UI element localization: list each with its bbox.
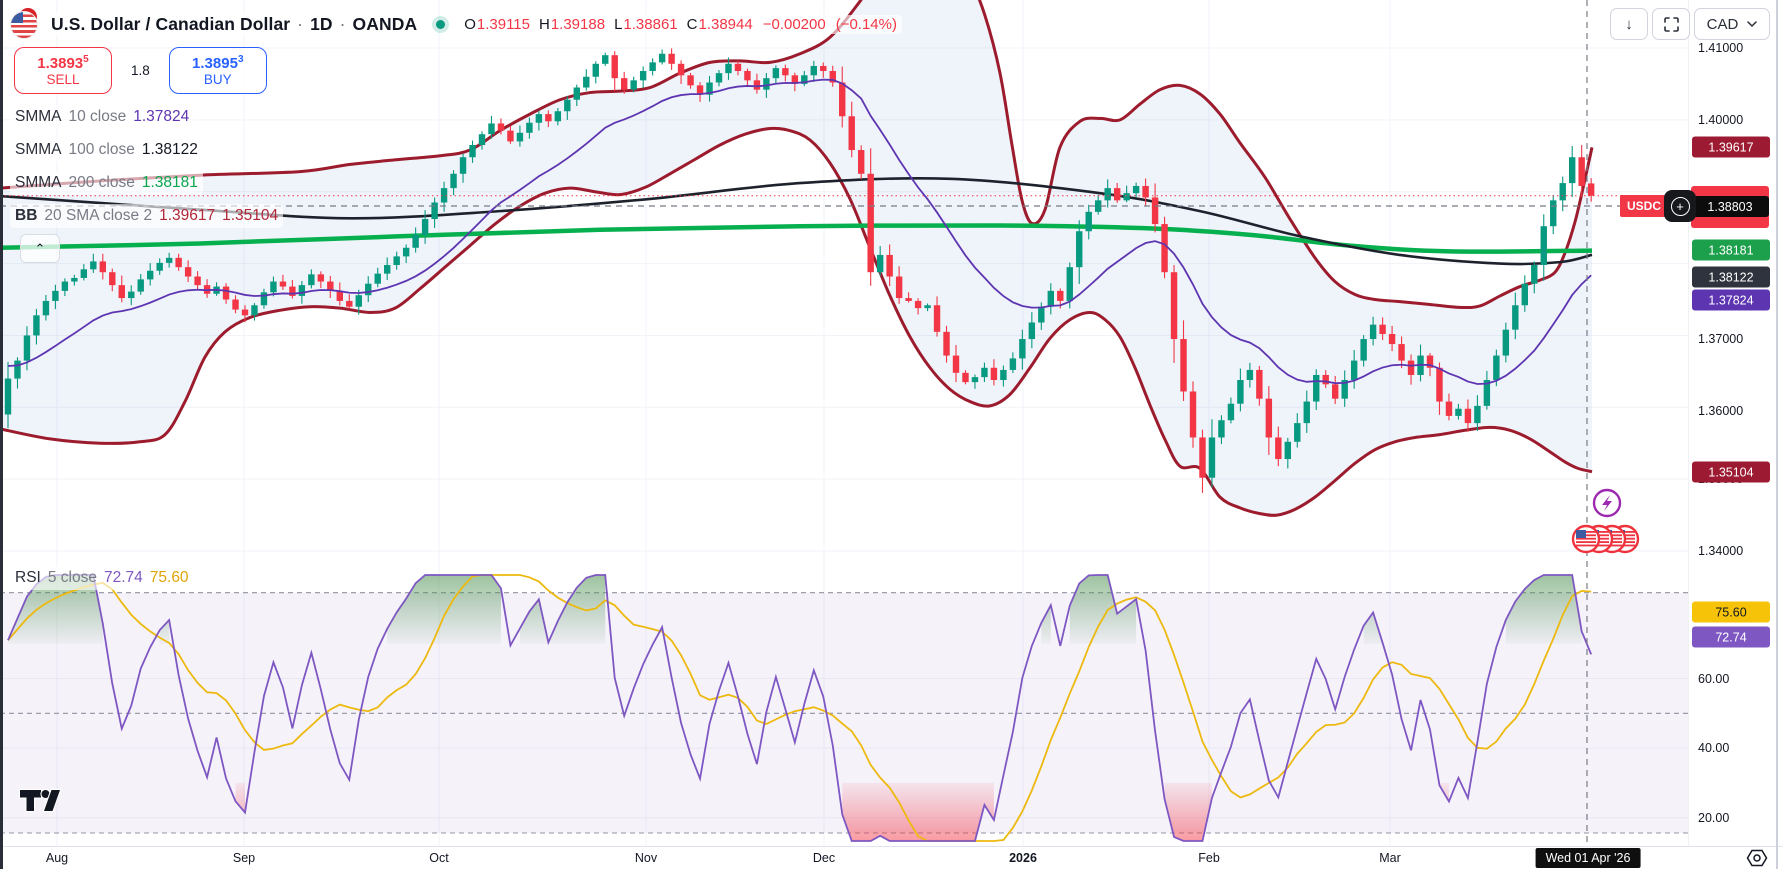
rsi-overbought-fill bbox=[159, 620, 170, 644]
low-value: 1.38861 bbox=[623, 15, 678, 33]
legend-smma100[interactable]: SMMA 100 close 1.38122 bbox=[10, 138, 203, 162]
fullscreen-button[interactable] bbox=[1652, 8, 1690, 40]
bb-lower-line bbox=[0, 126, 1593, 517]
chevron-up-icon: ⌃ bbox=[34, 240, 46, 256]
pane-collapse-button[interactable]: ⌃ bbox=[20, 234, 60, 263]
price-axis-badge: 1.37824 bbox=[1692, 289, 1770, 311]
time-axis-label: 2026 bbox=[1009, 851, 1037, 865]
legend-rsi[interactable]: RSI 5 close 72.74 75.60 bbox=[10, 566, 194, 590]
ohlc-readout: O1.39115 H1.39188 L1.38861 C1.38944 −0.0… bbox=[459, 14, 902, 34]
bb-upper-value: 1.39617 bbox=[159, 207, 216, 224]
close-value: 1.38944 bbox=[698, 15, 753, 33]
price-axis-label: 1.41000 bbox=[1698, 41, 1744, 55]
symbol-header: U.S. Dollar / Canadian Dollar · 1D · OAN… bbox=[10, 8, 902, 40]
order-panel: 1.38935 SELL 1.8 1.38953 BUY bbox=[14, 47, 267, 94]
price-axis-label: 1.37000 bbox=[1698, 332, 1744, 346]
change-percent: (−0.14%) bbox=[835, 15, 897, 33]
smma200-line bbox=[0, 223, 1593, 254]
download-button[interactable]: ↓ bbox=[1610, 8, 1648, 40]
scrollbar-edge bbox=[1776, 0, 1778, 869]
smma100-value: 1.38122 bbox=[141, 141, 198, 158]
rsi-value: 72.74 bbox=[103, 569, 143, 586]
crosshair-price-badge: 1.38803 bbox=[1691, 196, 1769, 217]
smma100-line bbox=[0, 176, 1593, 266]
buy-button[interactable]: 1.38953 BUY bbox=[168, 47, 267, 94]
sell-button[interactable]: 1.38935 SELL bbox=[14, 47, 112, 94]
download-arrow-icon: ↓ bbox=[1625, 15, 1633, 33]
change-value: −0.00200 bbox=[762, 15, 826, 33]
rsi-oversold-fill bbox=[235, 782, 245, 813]
legend-smma200[interactable]: SMMA 200 close 1.38181 bbox=[10, 171, 203, 195]
price-axis-badge: 75.60 bbox=[1692, 601, 1770, 623]
time-axis-label: Mar bbox=[1379, 851, 1401, 865]
time-axis-label: Oct bbox=[429, 851, 449, 865]
price-axis-badge: 72.74 bbox=[1692, 626, 1770, 648]
time-axis-label: Nov bbox=[634, 851, 658, 865]
timeframe-label: 1D bbox=[310, 13, 333, 34]
tradingview-logo bbox=[18, 788, 62, 813]
legend-bb[interactable]: BB 20 SMA close 2 1.39617 1.35104 bbox=[10, 204, 284, 228]
spread-value: 1.8 bbox=[126, 62, 155, 79]
economic-event-lightning-icon bbox=[1592, 488, 1622, 518]
hexagon-settings-icon bbox=[1746, 849, 1768, 866]
price-axis-badge: 1.35104 bbox=[1692, 461, 1770, 483]
market-status-icon[interactable] bbox=[436, 19, 446, 29]
time-axis-label: Sep bbox=[232, 851, 256, 865]
price-axis-label: 1.40000 bbox=[1698, 113, 1744, 127]
legend-smma10[interactable]: SMMA 10 close 1.37824 bbox=[10, 105, 195, 129]
smma200-value: 1.38181 bbox=[141, 174, 198, 191]
add-alert-plus-button[interactable]: + bbox=[1664, 190, 1696, 222]
bb-lower-value: 1.35104 bbox=[222, 207, 279, 224]
time-axis-label: Feb bbox=[1198, 851, 1220, 865]
exchange-label: OANDA bbox=[352, 13, 418, 34]
rsi-line bbox=[7, 574, 1592, 842]
time-axis-label: Aug bbox=[45, 851, 69, 865]
price-axis-badge: 1.38181 bbox=[1692, 239, 1770, 261]
rsi-overbought-fill bbox=[519, 575, 606, 644]
rsi-oversold-fill bbox=[842, 782, 994, 841]
price-axis-label: 40.00 bbox=[1698, 741, 1730, 755]
candles bbox=[4, 48, 1595, 493]
smma10-line bbox=[7, 78, 1592, 385]
time-axis[interactable]: Aug Sep Oct Nov Dec 2026 Feb Mar Wed 01 Apr '26 bbox=[0, 846, 1783, 869]
rsi-ma-value: 75.60 bbox=[149, 569, 189, 586]
price-axis-label: 60.00 bbox=[1698, 672, 1730, 686]
chart-canvas[interactable] bbox=[0, 0, 1688, 846]
rsi-overbought-fill bbox=[1041, 605, 1051, 644]
currency-selector[interactable]: CAD bbox=[1694, 8, 1770, 40]
price-axis-label: 1.34000 bbox=[1698, 544, 1744, 558]
smma10-value: 1.37824 bbox=[133, 108, 190, 125]
price-axis-badge: 1.39617 bbox=[1692, 136, 1770, 158]
usdcad-pair-flag-icon bbox=[10, 8, 38, 39]
rsi-overbought-fill bbox=[1069, 575, 1137, 644]
rsi-oversold-fill bbox=[1164, 782, 1212, 841]
high-value: 1.39188 bbox=[550, 15, 606, 33]
rsi-ma-line bbox=[7, 574, 1592, 842]
bb-upper-line bbox=[0, 0, 1594, 310]
left-edge-divider bbox=[0, 0, 3, 869]
symbol-title[interactable]: U.S. Dollar / Canadian Dollar · 1D · OAN… bbox=[46, 12, 423, 36]
rsi-overbought-fill bbox=[8, 575, 103, 644]
crosshair-date-badge: Wed 01 Apr '26 bbox=[1535, 848, 1641, 868]
price-axis-label: 1.36000 bbox=[1698, 404, 1744, 418]
time-axis-label: Dec bbox=[812, 851, 836, 865]
open-value: 1.39115 bbox=[476, 15, 530, 33]
rsi-overbought-fill bbox=[387, 575, 501, 644]
price-axis[interactable]: 1.41000 1.40000 1.39617 1.38181 1.38122 1.378… bbox=[1688, 0, 1783, 846]
us-flag-event-icon bbox=[1571, 524, 1601, 554]
price-axis-badge: 1.38122 bbox=[1692, 266, 1770, 288]
fullscreen-icon bbox=[1663, 16, 1679, 32]
symbol-price-tag: USDC bbox=[1620, 195, 1675, 217]
rsi-overbought-fill bbox=[1505, 575, 1582, 644]
timezone-settings-button[interactable] bbox=[1744, 848, 1770, 867]
bb-fill bbox=[0, 0, 1592, 516]
chevron-down-icon bbox=[1747, 21, 1758, 27]
price-axis-label: 20.00 bbox=[1698, 811, 1730, 825]
